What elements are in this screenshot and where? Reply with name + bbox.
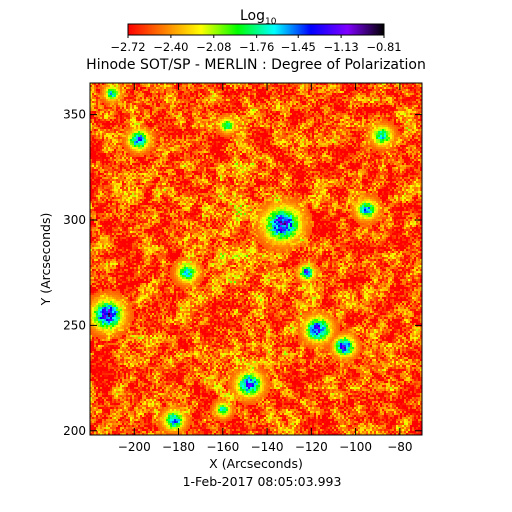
x-tick-label: −140 <box>251 440 284 454</box>
chart-title: Hinode SOT/SP - MERLIN : Degree of Polar… <box>86 57 426 73</box>
x-tick-label: −80 <box>387 440 412 454</box>
x-tick-label: −200 <box>118 440 151 454</box>
colorbar-tick-label: −1.76 <box>239 40 274 54</box>
x-tick-label: −100 <box>339 440 372 454</box>
colorbar-tick-label: −1.13 <box>323 40 358 54</box>
colorbar-tick-label: −1.45 <box>281 40 316 54</box>
y-tick-label: 250 <box>63 318 86 332</box>
axes: −200 −180 −160 −140 −120 −100 −80 200 250 300 350 <box>63 83 422 454</box>
colorbar-tick-label: −0.81 <box>366 40 401 54</box>
colorbar-tick-label: −2.72 <box>110 40 145 54</box>
x-tick-label: −160 <box>206 440 239 454</box>
y-tick-label: 200 <box>63 424 86 438</box>
plot-frame <box>89 82 423 436</box>
colorbar <box>127 23 385 36</box>
colorbar-title: Log10 <box>240 8 277 27</box>
colorbar-tick-label: −2.40 <box>153 40 188 54</box>
heatmap-image <box>90 83 422 435</box>
y-axis-label: Y (Arcseconds) <box>38 213 53 307</box>
colorbar-tick-label: −2.08 <box>196 40 231 54</box>
heatmap-raster <box>90 83 422 435</box>
y-tick-label: 300 <box>63 213 86 227</box>
x-axis-label: X (Arcseconds) <box>209 456 303 471</box>
y-tick-label: 350 <box>63 108 86 122</box>
x-tick-label: −120 <box>295 440 328 454</box>
x-tick-label: −180 <box>162 440 195 454</box>
colorbar-ticks: −2.72 −2.40 −2.08 −1.76 −1.45 −1.13 −0.81 <box>110 35 402 54</box>
date-footer: 1-Feb-2017 08:05:03.993 <box>183 474 342 489</box>
